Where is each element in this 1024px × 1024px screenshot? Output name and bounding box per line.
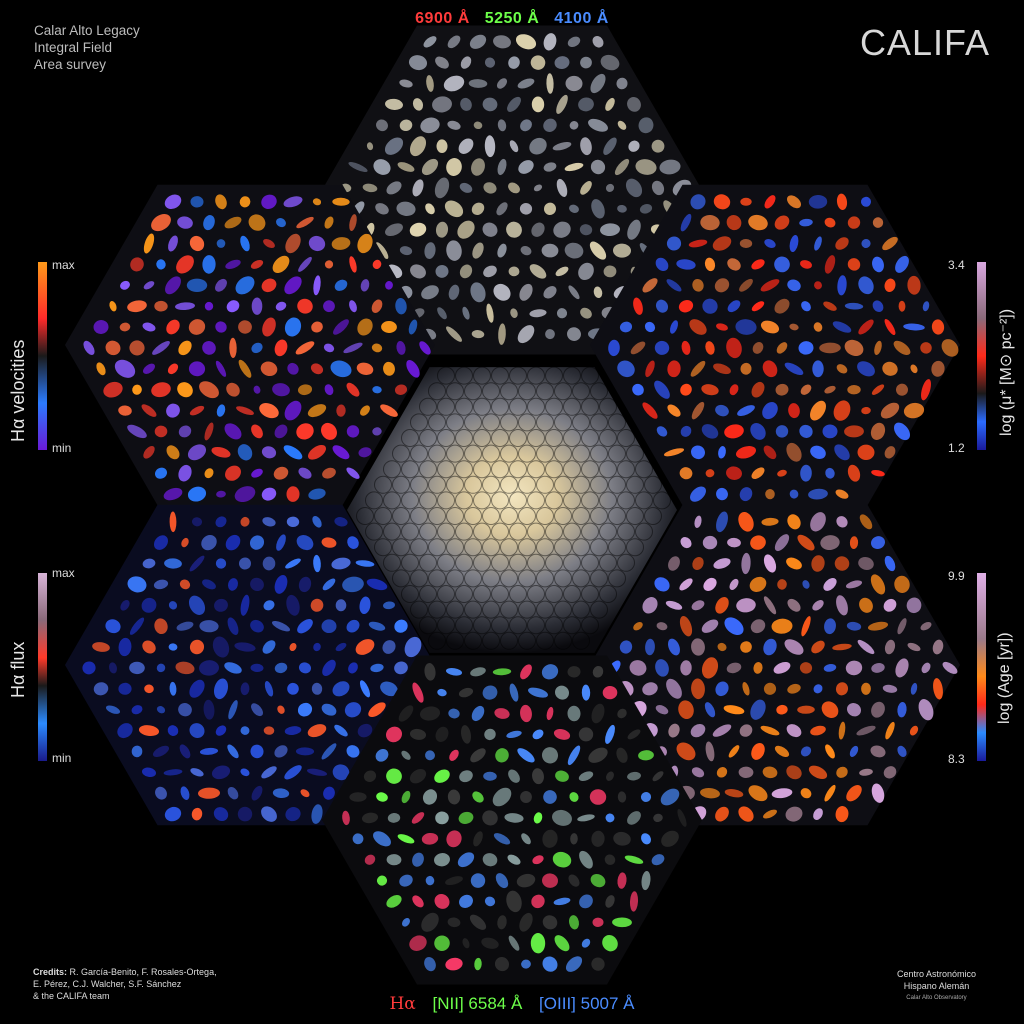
mass-min-tick: 1.2	[948, 441, 965, 455]
line-nii: [NII] 6584 Å	[432, 994, 523, 1013]
velocity-colorbar	[38, 262, 47, 450]
age-colorbar-label: log (Age [yr])	[996, 632, 1013, 724]
line-oiii: [OIII] 5007 Å	[539, 994, 635, 1013]
survey-title-line: Calar Alto Legacy	[34, 23, 140, 38]
age-colorbar	[977, 573, 986, 761]
flux-min-tick: min	[52, 751, 72, 765]
institution-line: Centro Astronómico	[896, 969, 976, 979]
califa-logo-text: CALIFA	[859, 22, 990, 63]
credits-line: R. García-Benito, F. Rosales-Ortega,	[67, 967, 217, 977]
velocity-min-tick: min	[52, 441, 72, 455]
wavelength-green: 5250 Å	[484, 10, 540, 27]
wavelength-legend: 6900 Å 5250 Å 4100 Å	[0, 10, 1024, 28]
credits-prefix: Credits:	[33, 967, 68, 977]
survey-title: Calar Alto Legacy Integral Field Area su…	[34, 22, 140, 73]
institution-block: Centro Astronómico Hispano Alemán Calar …	[897, 968, 976, 1004]
age-min-tick: 8.3	[948, 752, 965, 766]
wavelength-blue: 4100 Å	[554, 10, 609, 27]
credits-line: E. Pérez, C.J. Walcher, S.F. Sánchez	[33, 979, 182, 989]
velocity-colorbar-label: Hα velocities	[8, 339, 28, 442]
flux-colorbar-label: Hα flux	[8, 641, 28, 698]
institution-observatory: Calar Alto Observatory	[906, 995, 967, 1001]
flux-colorbar	[38, 573, 47, 761]
survey-title-line: Integral Field	[34, 40, 113, 55]
mass-colorbar-label: log (μ* [M⊙ pc⁻²])	[998, 308, 1015, 436]
emission-line-legend: Hα [NII] 6584 Å [OIII] 5007 Å	[0, 994, 1024, 1014]
mass-density-colorbar	[977, 262, 986, 450]
age-max-tick: 9.9	[948, 569, 965, 583]
flux-max-tick: max	[52, 566, 75, 580]
line-halpha: Hα	[389, 994, 416, 1014]
survey-title-line: Area survey	[34, 57, 107, 72]
mass-max-tick: 3.4	[948, 258, 965, 272]
credits-block: Credits: R. García-Benito, F. Rosales-Or…	[33, 966, 217, 1002]
wavelength-red: 6900 Å	[415, 10, 470, 27]
institution-line: Hispano Alemán	[903, 981, 970, 991]
velocity-max-tick: max	[52, 258, 75, 272]
credits-line: & the CALIFA team	[33, 991, 110, 1001]
